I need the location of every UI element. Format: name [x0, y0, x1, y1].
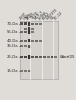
Bar	[24, 45, 27, 47]
Bar	[28, 55, 31, 59]
Text: Hela: Hela	[22, 12, 31, 21]
Text: PC-12: PC-12	[53, 11, 63, 21]
Bar	[31, 56, 34, 58]
Bar	[24, 22, 27, 25]
Bar	[20, 45, 23, 47]
Bar	[28, 45, 31, 48]
Bar	[28, 28, 31, 30]
Bar	[20, 21, 58, 79]
Text: 15-Da: 15-Da	[7, 69, 18, 73]
Bar	[28, 30, 31, 34]
Text: K562: K562	[42, 12, 51, 21]
Bar	[39, 23, 42, 25]
Bar	[54, 56, 57, 58]
Bar	[47, 56, 50, 58]
Bar	[51, 56, 54, 58]
Bar	[20, 22, 23, 25]
Text: Jurkat: Jurkat	[38, 10, 48, 21]
Bar	[31, 28, 34, 30]
Text: 55-Da: 55-Da	[7, 30, 18, 34]
Text: NIH/3T3: NIH/3T3	[45, 8, 58, 21]
Bar	[39, 56, 42, 58]
Text: T47D: T47D	[30, 11, 40, 21]
Bar	[35, 40, 38, 42]
Text: 70-Da: 70-Da	[7, 22, 18, 26]
Bar	[28, 22, 31, 26]
Text: 40-Da: 40-Da	[7, 39, 18, 43]
Bar	[24, 56, 27, 58]
Bar	[35, 23, 38, 25]
Bar	[24, 31, 27, 33]
Text: C6orf25: C6orf25	[60, 55, 75, 59]
Text: A549: A549	[26, 11, 36, 21]
Bar	[24, 40, 27, 42]
Text: MCF-7: MCF-7	[34, 10, 45, 21]
Bar	[28, 70, 31, 72]
Bar	[35, 56, 38, 58]
Bar	[39, 40, 42, 42]
Text: 25-Da: 25-Da	[7, 55, 18, 59]
Bar	[24, 70, 27, 72]
Bar	[20, 56, 23, 58]
Bar	[20, 40, 23, 42]
Bar	[43, 56, 46, 58]
Text: C6: C6	[49, 15, 55, 21]
Text: 35-Da: 35-Da	[7, 44, 18, 48]
Bar	[31, 31, 34, 33]
Bar	[20, 31, 23, 33]
Bar	[20, 70, 23, 72]
Bar	[31, 23, 34, 25]
Text: 293T: 293T	[19, 12, 28, 21]
Bar	[28, 39, 31, 42]
Bar	[24, 28, 27, 30]
Bar	[31, 40, 34, 42]
